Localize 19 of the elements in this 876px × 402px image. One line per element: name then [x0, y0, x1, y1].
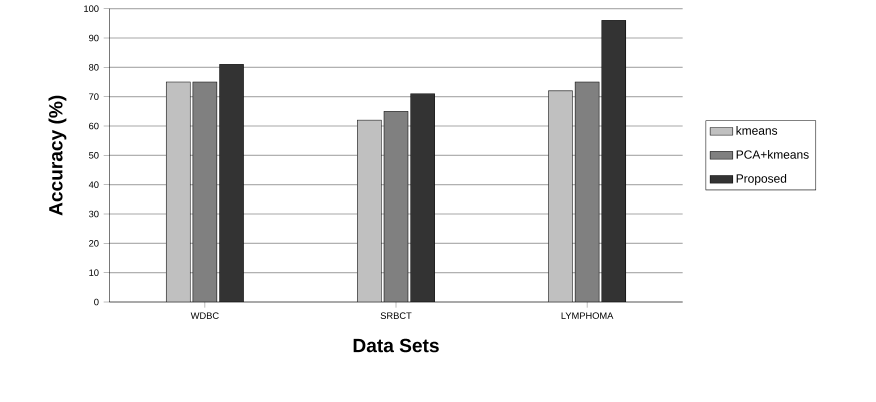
y-tick-label: 90 [89, 34, 99, 42]
y-tick-label: 10 [89, 269, 99, 276]
legend-label: Proposed [736, 174, 786, 186]
x-tick-label: LYMPHOMA [562, 312, 614, 319]
y-tick-label: 20 [89, 240, 99, 247]
x-tick-label: SRBCT [380, 312, 412, 319]
y-tick-label: 40 [88, 181, 99, 188]
y-tick-label: 60 [89, 122, 99, 130]
legend-label: kmeans [736, 126, 778, 135]
y-axis-title: Accuracy (%) [48, 96, 66, 216]
y-tick-label: 80 [89, 64, 99, 71]
y-tick-label: 0 [94, 298, 99, 306]
legend-label: PCA+kmeans [736, 150, 809, 159]
x-axis-title: Data Sets [354, 338, 439, 352]
y-tick-label: 100 [84, 5, 99, 12]
y-tick-label: 50 [89, 152, 99, 159]
y-tick-label: 30 [88, 210, 99, 218]
x-tick-label: WDBC [190, 312, 219, 319]
y-tick-label: 70 [89, 93, 99, 100]
